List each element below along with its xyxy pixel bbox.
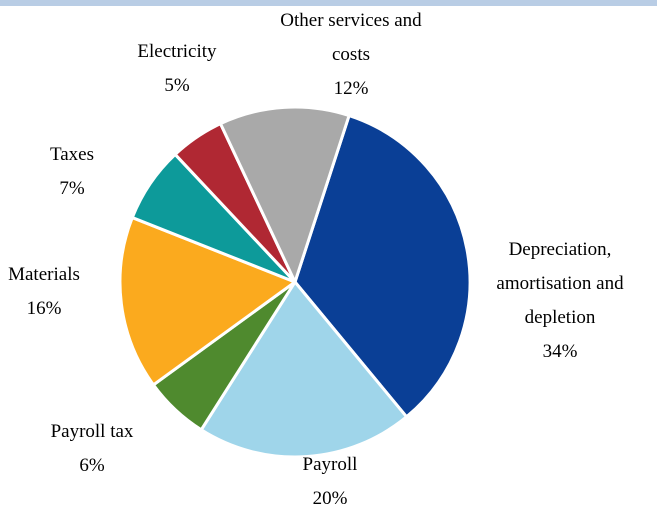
slice-percent-depreciation-amortisation-and-depletion: 34%	[543, 341, 578, 362]
slice-label-other-services-and-costs: costs	[332, 44, 370, 65]
slice-label-depreciation-amortisation-and-depletion: amortisation and	[496, 273, 624, 294]
slice-label-other-services-and-costs: Other services and	[280, 10, 422, 31]
slice-percent-taxes: 7%	[59, 178, 85, 199]
pie-slice-materials	[118, 216, 297, 387]
slice-percent-other-services-and-costs: 12%	[334, 78, 369, 99]
slice-percent-payroll: 20%	[313, 488, 348, 509]
slice-label-materials: Materials	[8, 264, 80, 285]
slice-percent-electricity: 5%	[164, 75, 190, 96]
slice-label-taxes: Taxes	[50, 144, 94, 165]
pie-slice-depreciation-amortisation-and-depletion	[293, 114, 472, 419]
slice-percent-payroll-tax: 6%	[79, 455, 105, 476]
pie-slice-payroll	[199, 280, 409, 459]
top-border	[0, 0, 657, 6]
slice-label-electricity: Electricity	[137, 41, 217, 62]
slice-label-payroll-tax: Payroll tax	[51, 421, 134, 442]
slice-label-depreciation-amortisation-and-depletion: Depreciation,	[509, 239, 612, 260]
slice-label-payroll: Payroll	[303, 454, 358, 475]
slice-label-depreciation-amortisation-and-depletion: depletion	[525, 307, 596, 328]
slice-percent-materials: 16%	[27, 298, 62, 319]
pie-slice-other-services-and-costs	[218, 105, 351, 284]
